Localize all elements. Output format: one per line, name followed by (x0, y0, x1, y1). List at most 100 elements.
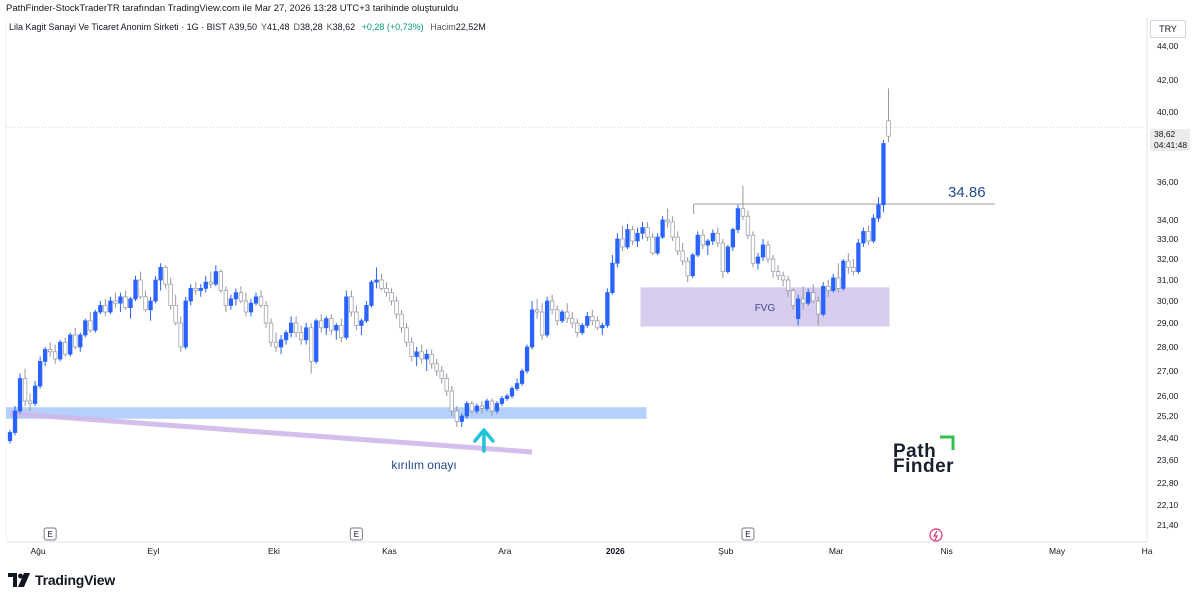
candle (755, 253, 761, 270)
candle (826, 280, 831, 297)
candle-body (555, 309, 560, 322)
candle-body (705, 240, 710, 246)
candle-body (876, 204, 881, 219)
symbol-title[interactable]: Lila Kagit Sanayi Ve Ticaret Anonim Sirk… (9, 22, 227, 32)
candle-body (494, 403, 500, 412)
candle (841, 259, 846, 291)
candle-body (414, 351, 419, 357)
candle-body (841, 260, 846, 289)
tradingview-brand[interactable]: TradingView (8, 572, 115, 588)
candle-body (213, 271, 218, 285)
candle (168, 277, 173, 310)
fvg-label: FVG (755, 303, 776, 314)
price-axis-tick: 24,40 (1157, 433, 1179, 443)
candle-body (203, 281, 208, 289)
candle-body (565, 311, 570, 319)
breakout-level-label: 34.86 (948, 184, 986, 201)
candle (650, 233, 655, 255)
candle (253, 292, 259, 306)
candle-body (228, 298, 234, 306)
earnings-marker[interactable]: E (43, 527, 57, 541)
candle (710, 229, 715, 245)
candle-body (740, 208, 746, 217)
candle (173, 294, 178, 326)
candle (801, 286, 806, 310)
candle-body (22, 378, 28, 402)
earnings-marker[interactable]: E (741, 527, 755, 541)
candle (103, 298, 108, 317)
candle-body (504, 395, 510, 399)
candle-body (851, 267, 856, 272)
candle-body (464, 403, 469, 417)
candle (605, 288, 610, 328)
event-flash-bolt (932, 530, 938, 541)
candle (866, 225, 871, 245)
fvg-zone (640, 287, 890, 327)
candle (93, 309, 98, 333)
candle (329, 314, 334, 335)
candle-body (861, 231, 866, 244)
ohlc-value: 38,28 (300, 22, 323, 32)
candle-body (459, 415, 464, 422)
candle (68, 332, 73, 357)
candle-body (695, 234, 700, 256)
candle (314, 318, 319, 364)
earnings-marker[interactable]: E (349, 527, 363, 541)
candle (143, 290, 148, 312)
candle (278, 335, 284, 355)
time-axis-tick: Kas (382, 546, 397, 556)
candle-body (590, 316, 595, 322)
candle-body (208, 281, 213, 285)
candle (63, 337, 68, 357)
candle-body (359, 320, 364, 326)
candle (775, 265, 781, 280)
candle-body (484, 400, 490, 409)
candle (439, 366, 444, 384)
candle-body (173, 305, 178, 324)
candle-body (509, 388, 515, 397)
candle-body (344, 296, 349, 338)
candle-body (755, 256, 761, 264)
candle-body (821, 285, 826, 315)
candle (770, 255, 776, 278)
candle-body (168, 283, 173, 306)
candle (389, 288, 394, 306)
candle-body (685, 260, 690, 277)
candle-body (299, 332, 304, 341)
candle-body (534, 309, 540, 313)
candle (529, 301, 535, 350)
candle (615, 233, 620, 268)
time-axis-tick: 2026 (606, 546, 625, 556)
candle-body (68, 334, 73, 355)
candle-body (434, 363, 439, 372)
candle-body (595, 320, 600, 329)
candle-body (630, 229, 635, 242)
candle (344, 290, 349, 340)
candle (675, 231, 680, 255)
candle-body (123, 296, 128, 308)
candle-body (78, 334, 83, 348)
candle (158, 263, 163, 291)
time-axis-tick: Eyl (148, 546, 160, 556)
price-axis-tick: 22,80 (1157, 478, 1179, 488)
candle (539, 303, 545, 340)
candle (750, 231, 756, 268)
candle (364, 301, 369, 323)
symbol-legend[interactable]: Lila Kagit Sanayi Ve Ticaret Anonim Sirk… (9, 22, 490, 32)
candle-body (163, 267, 168, 285)
price-axis-tick: 32,00 (1157, 254, 1179, 264)
candle (118, 292, 123, 312)
candle (745, 210, 751, 239)
candle (304, 323, 309, 345)
currency-button[interactable]: TRY (1150, 20, 1186, 38)
candle (846, 253, 851, 274)
candle (128, 296, 133, 319)
candle-body (128, 298, 133, 308)
candle-body (801, 298, 806, 304)
candle (765, 241, 771, 264)
candle-body (710, 232, 715, 242)
candle-body (544, 300, 550, 336)
candle-body (389, 292, 394, 302)
candle-body (550, 300, 555, 311)
